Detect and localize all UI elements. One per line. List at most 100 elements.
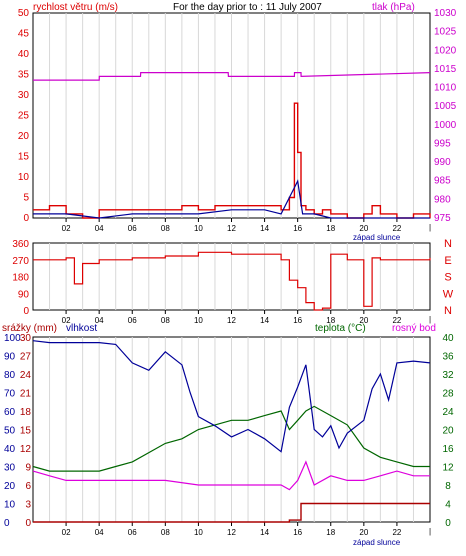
y-tick-label-direction: 360 <box>12 239 29 250</box>
y-tick-label-wind: 5 <box>23 193 29 204</box>
sunset-label-top: západ slunce <box>353 233 401 242</box>
y-tick-label-rain: 30 <box>20 333 32 344</box>
x-tick-label: 22 <box>392 224 401 233</box>
humidity-line <box>32 340 431 453</box>
y-tick-label-pressure: 1015 <box>434 64 457 75</box>
x-tick-label: 16 <box>293 316 302 325</box>
wind-average-line <box>33 179 430 219</box>
y-tick-label-direction: 90 <box>18 289 30 300</box>
y-tick-label-wind: 15 <box>18 152 30 163</box>
x-tick-label: 08 <box>161 528 170 537</box>
x-tick-label: 14 <box>260 316 269 325</box>
compass-label: N <box>444 305 452 317</box>
y-tick-label-humidity: 100 <box>4 333 21 344</box>
x-tick-label: 06 <box>128 224 137 233</box>
y-tick-label-humidity: 40 <box>4 444 16 455</box>
y-tick-label-wind: 25 <box>18 111 30 122</box>
y-tick-label-pressure: 1030 <box>434 8 457 19</box>
x-tick-label: 20 <box>359 316 368 325</box>
pressure-line <box>33 71 431 81</box>
x-tick-label: 18 <box>326 316 335 325</box>
y-tick-label-pressure: 990 <box>434 157 451 168</box>
y-tick-label-pressure: 980 <box>434 194 451 205</box>
y-tick-label-wind: 10 <box>18 172 30 183</box>
x-tick-label: 10 <box>194 528 203 537</box>
x-tick-label: 02 <box>62 316 71 325</box>
y-tick-label-temperature: 12 <box>442 463 454 474</box>
y-tick-label-rain: 21 <box>20 389 32 400</box>
y-tick-label-temperature: 8 <box>445 481 451 492</box>
y-tick-label-humidity: 90 <box>4 352 16 363</box>
x-tick-label: 04 <box>95 528 104 537</box>
compass-label: S <box>444 272 451 284</box>
x-tick-label: | <box>429 527 431 536</box>
y-tick-label-direction: 0 <box>23 306 29 317</box>
x-tick-label: 08 <box>161 316 170 325</box>
y-tick-label-wind: 20 <box>18 131 30 142</box>
y-tick-label-pressure: 1005 <box>434 101 457 112</box>
x-tick-label: 02 <box>62 224 71 233</box>
y-tick-label-wind: 40 <box>18 49 30 60</box>
y-tick-label-temperature: 40 <box>442 333 454 344</box>
y-tick-label-temperature: 32 <box>442 370 454 381</box>
y-tick-label-humidity: 30 <box>4 463 16 474</box>
y-tick-label-temperature: 20 <box>442 426 454 437</box>
y-tick-label-pressure: 1000 <box>434 120 457 131</box>
y-tick-label-pressure: 1020 <box>434 45 457 56</box>
y-tick-label-humidity: 20 <box>4 481 16 492</box>
x-tick-label: 08 <box>161 224 170 233</box>
wind-label: rychlost větru (m/s) <box>33 2 118 13</box>
x-tick-label: 20 <box>359 528 368 537</box>
x-tick-label: 14 <box>260 224 269 233</box>
dew-point-label: rosný bod <box>392 323 436 334</box>
x-tick-label: 06 <box>128 316 137 325</box>
compass-label: N <box>444 238 452 250</box>
compass-label: W <box>443 288 454 300</box>
y-tick-label-rain: 18 <box>20 407 32 418</box>
y-tick-label-pressure: 1025 <box>434 27 457 38</box>
y-tick-label-humidity: 10 <box>4 500 16 511</box>
y-tick-label-rain: 6 <box>25 481 31 492</box>
y-tick-label-pressure: 995 <box>434 138 451 149</box>
x-tick-label: | <box>429 315 431 324</box>
y-tick-label-wind: 50 <box>18 8 30 19</box>
x-tick-label: 16 <box>293 224 302 233</box>
y-tick-label-humidity: 80 <box>4 370 16 381</box>
x-tick-label: 20 <box>359 224 368 233</box>
y-tick-label-pressure: 975 <box>434 213 451 224</box>
temperature-line <box>32 405 430 472</box>
wind-pressure-panel: 0510152025303540455097598098599099510001… <box>18 8 457 233</box>
y-tick-label-temperature: 36 <box>442 352 454 363</box>
compass-label: E <box>444 255 451 267</box>
y-tick-label-wind: 35 <box>18 70 30 81</box>
x-tick-label: 06 <box>128 528 137 537</box>
x-tick-label: 22 <box>392 528 401 537</box>
y-tick-label-humidity: 0 <box>4 518 10 529</box>
rain-label: srážky (mm) <box>2 323 57 334</box>
temperature-label: teplota (°C) <box>315 323 366 334</box>
y-tick-label-wind: 0 <box>23 213 29 224</box>
pressure-label: tlak (hPa) <box>372 2 415 13</box>
x-tick-label: 12 <box>227 528 236 537</box>
dew-point-line <box>32 460 430 491</box>
x-tick-label: | <box>429 223 431 232</box>
y-tick-label-temperature: 0 <box>445 518 451 529</box>
y-tick-label-rain: 27 <box>20 352 32 363</box>
humidity-label: vlhkost <box>66 323 97 334</box>
y-tick-label-rain: 15 <box>20 426 32 437</box>
x-tick-label: 04 <box>95 316 104 325</box>
x-tick-label: 02 <box>62 528 71 537</box>
date-label: For the day prior to : 11 July 2007 <box>173 2 322 13</box>
rain-line <box>33 502 430 523</box>
y-tick-label-temperature: 4 <box>445 500 451 511</box>
y-tick-label-rain: 24 <box>20 370 32 381</box>
x-tick-label: 18 <box>326 224 335 233</box>
y-tick-label-pressure: 985 <box>434 176 451 187</box>
x-tick-label: 14 <box>260 528 269 537</box>
y-tick-label-rain: 3 <box>25 500 31 511</box>
y-tick-label-humidity: 70 <box>4 389 16 400</box>
wind-direction-line <box>33 251 431 311</box>
